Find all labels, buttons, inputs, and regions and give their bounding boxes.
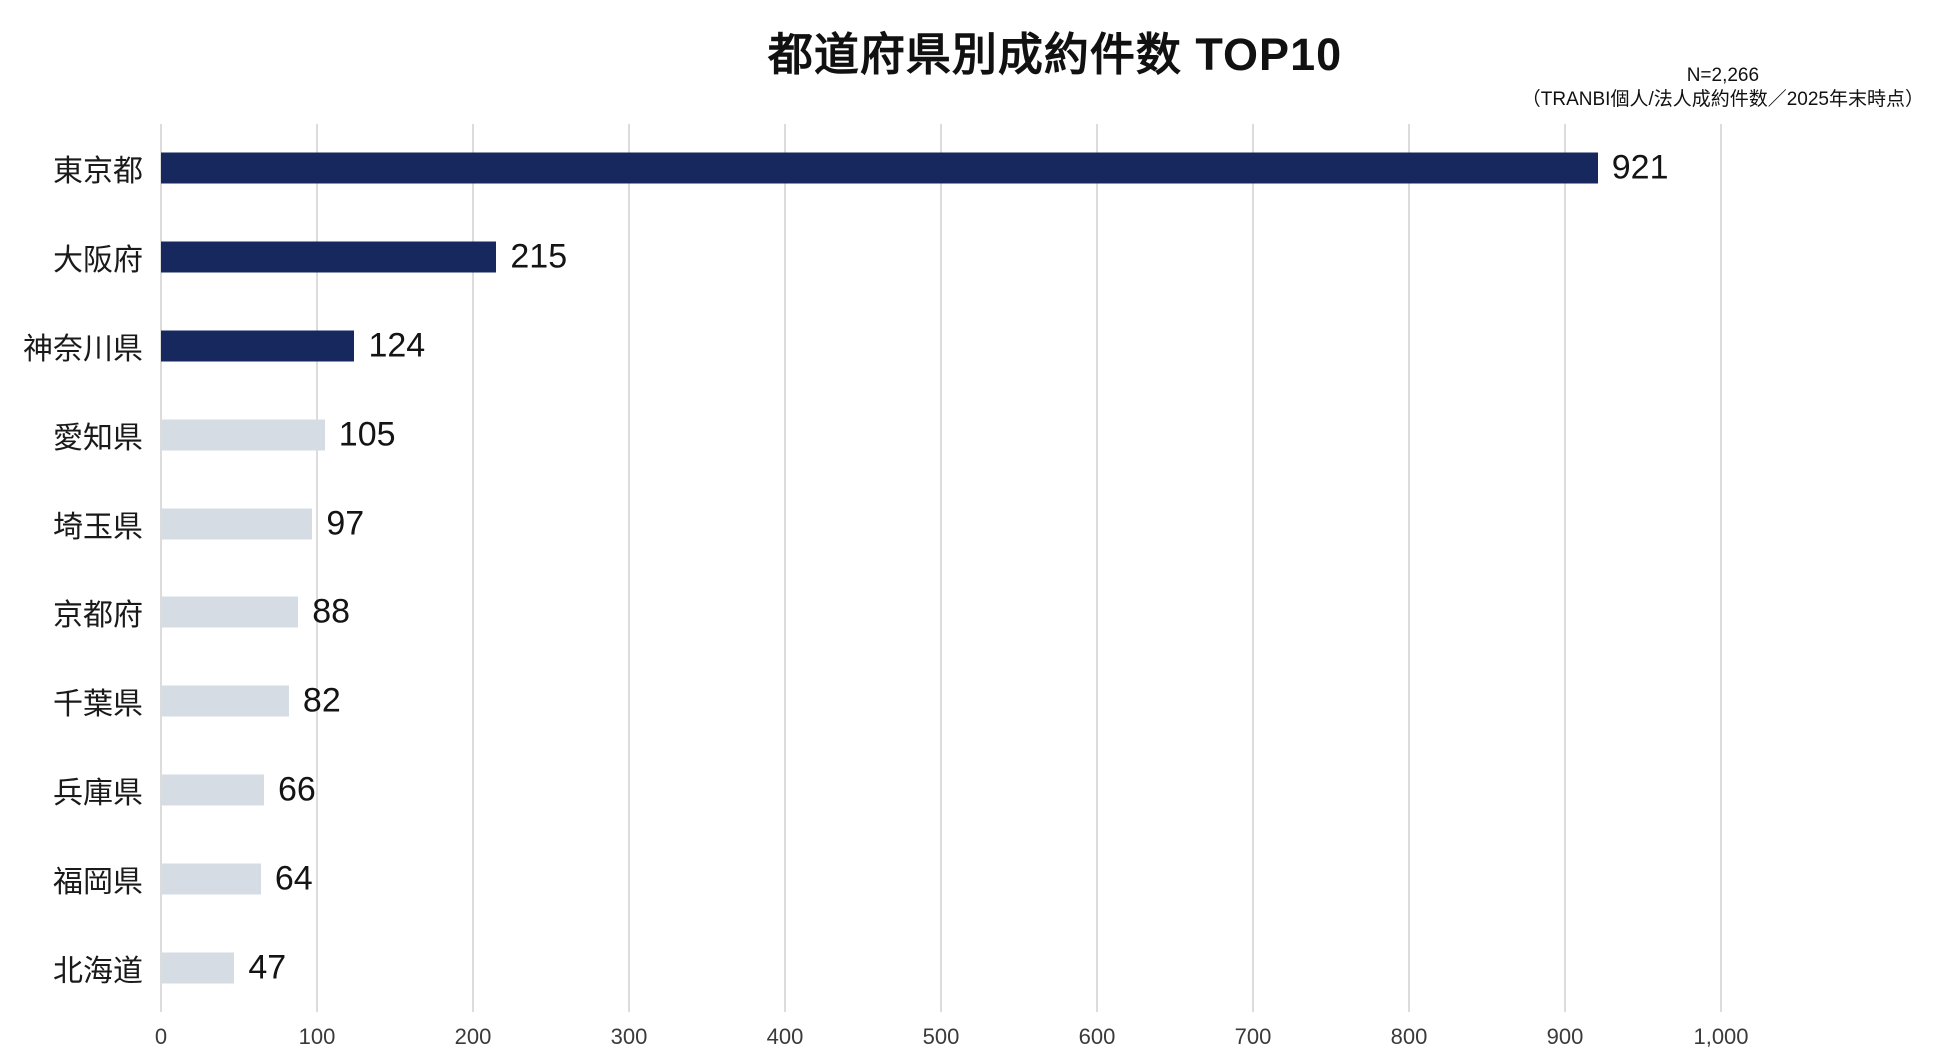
x-axis-tick-label: 100: [298, 1024, 336, 1049]
gridline: [940, 124, 942, 1012]
bar-row: 大阪府 215: [53, 213, 1721, 302]
bar-row: 千葉県 82: [53, 657, 1721, 746]
chart-title: 都道府県別成約件数 TOP10: [767, 29, 1343, 80]
x-axis-tick-label: 700: [1234, 1024, 1272, 1049]
bar: [161, 330, 355, 362]
bar: [161, 952, 235, 984]
category-label: 福岡県: [53, 865, 143, 899]
gridline: [1564, 124, 1566, 1012]
category-label: 東京都: [53, 155, 143, 189]
sample-size-line: N=2,266: [1686, 65, 1760, 86]
value-label: 82: [302, 681, 341, 720]
gridline: [1720, 124, 1722, 1012]
value-label: 88: [312, 592, 351, 631]
bar-row: 東京都 921: [53, 124, 1721, 213]
bar: [161, 863, 261, 895]
gridline: [160, 124, 162, 1012]
bar-row: 埼玉県 97: [53, 479, 1721, 568]
bar-row: 福岡県 64: [53, 834, 1721, 923]
x-axis-tick-label: 200: [454, 1024, 492, 1049]
category-label: 愛知県: [53, 421, 143, 455]
sample-size-annotation: N=2,266 （TRANBI個人/法人成約件数／2025年末時点）: [1522, 64, 1924, 113]
bar-row: 神奈川県 124: [23, 302, 1721, 391]
value-label: 47: [248, 948, 287, 987]
plot-area: 東京都 921 大阪府 215 神奈川県 124 愛知県 105 埼玉県 97 京都府 88 千葉県 82…: [23, 124, 1722, 1012]
value-label: 66: [277, 770, 316, 809]
x-axis-tick-label: 900: [1546, 1024, 1584, 1049]
value-label: 921: [1611, 148, 1669, 187]
x-axis-tick-label: 800: [1390, 1024, 1428, 1049]
x-axis-tick-label: 600: [1078, 1024, 1116, 1049]
value-label: 124: [368, 326, 426, 365]
bar: [161, 596, 299, 628]
category-label: 京都府: [53, 599, 143, 633]
category-label: 埼玉県: [53, 510, 143, 544]
category-label: 大阪府: [53, 244, 143, 278]
gridline: [784, 124, 786, 1012]
bar-row: 北海道 47: [53, 923, 1721, 1012]
x-axis-tick-label: 500: [922, 1024, 960, 1049]
bar: [161, 508, 313, 540]
value-label: 215: [510, 237, 568, 276]
x-axis-tick-label: 300: [610, 1024, 648, 1049]
bar-row: 兵庫県 66: [53, 746, 1721, 835]
value-label: 105: [338, 415, 396, 454]
bar-row: 京都府 88: [53, 568, 1721, 657]
category-label: 神奈川県: [23, 332, 143, 366]
bar: [161, 241, 497, 273]
x-axis: 0 100 200 300 400 500 600 700 800 900 1,000: [155, 1024, 1749, 1054]
gridline: [472, 124, 474, 1012]
gridline: [1252, 124, 1254, 1012]
value-label: 64: [274, 859, 313, 898]
bar: [161, 419, 325, 451]
bar-row: 愛知県 105: [53, 390, 1721, 479]
gridline: [316, 124, 318, 1012]
category-label: 千葉県: [53, 688, 143, 722]
x-axis-tick-label: 1,000: [1693, 1024, 1749, 1049]
gridline: [1408, 124, 1410, 1012]
source-note-line: （TRANBI個人/法人成約件数／2025年末時点）: [1521, 89, 1924, 111]
x-axis-tick-label: 400: [766, 1024, 804, 1049]
gridline: [628, 124, 630, 1012]
x-axis-tick-label: 0: [154, 1024, 168, 1049]
category-label: 兵庫県: [53, 776, 143, 810]
value-label: 97: [326, 504, 365, 543]
bar: [161, 774, 264, 806]
gridline: [1096, 124, 1098, 1012]
bar: [161, 152, 1598, 184]
bar: [161, 685, 289, 717]
category-label: 北海道: [53, 954, 143, 988]
